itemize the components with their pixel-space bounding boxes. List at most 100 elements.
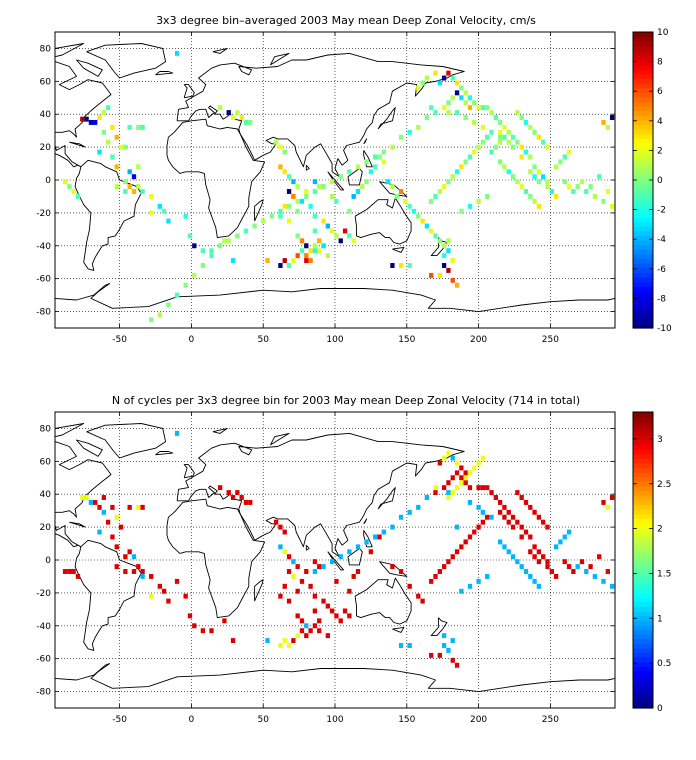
velocity-coastline [54, 283, 616, 313]
cycles-bin-cell [545, 524, 550, 530]
velocity-bin-cell [286, 203, 292, 209]
velocity-bin-cell [536, 169, 542, 175]
cycles-bin-cell [450, 638, 455, 644]
velocity-bin-cell [407, 263, 412, 268]
cycles-bin-cell [502, 514, 507, 520]
velocity-bin-cell [609, 115, 615, 120]
velocity-colorbar-segment [633, 129, 653, 135]
velocity-bin-cell [312, 189, 318, 194]
velocity-colorbar-segment [633, 115, 653, 121]
cycles-bin-cell [140, 573, 145, 579]
velocity-bin-cell [136, 184, 141, 190]
velocity-bin-cell [373, 164, 378, 170]
velocity-colorbar-segment [633, 323, 653, 329]
velocity-bin-cell [269, 213, 274, 219]
cycles-bin-cell [114, 544, 119, 550]
velocity-bin-cell [536, 203, 542, 209]
cycles-bin-cell [472, 529, 477, 535]
cycles-x-ticks: -50 0 50 100 150 200 250 [112, 412, 559, 725]
cycles-panel: N of cycles per 3x3 degree bin for 2003 … [36, 394, 671, 725]
velocity-bin-cell [437, 189, 442, 194]
velocity-bin-cell [217, 243, 223, 249]
velocity-bin-cell [467, 203, 473, 209]
velocity-bin-cell [93, 119, 98, 125]
velocity-bin-cell [67, 184, 72, 190]
velocity-bin-cell [209, 253, 214, 259]
velocity-bin-cell [467, 154, 473, 160]
velocity-bin-cell [252, 223, 257, 229]
cycles-bin-cell [536, 549, 542, 555]
cycles-y-tick-label: -80 [36, 688, 51, 698]
cycles-colorbar-segment [633, 550, 653, 556]
cycles-coastline [69, 521, 86, 528]
cycles-colorbar-segment [633, 615, 653, 621]
velocity-bin-cell [532, 129, 537, 135]
cycles-bin-cell [562, 534, 567, 540]
cycles-bin-cell [446, 450, 451, 456]
velocity-bin-cell [88, 119, 94, 125]
cycles-bin-cell [239, 495, 244, 500]
cycles-bin-cell [174, 430, 180, 436]
velocity-bin-cell [308, 203, 313, 209]
velocity-bin-cell [446, 179, 451, 185]
cycles-bin-cell [446, 647, 451, 653]
cycles-colorbar-segment [633, 513, 653, 519]
velocity-bin-cell [136, 124, 141, 130]
velocity-colorbar-label: -10 [657, 324, 672, 334]
cycles-bin-cell [480, 485, 486, 491]
cycles-bin-cell [459, 475, 464, 481]
velocity-bin-cell [472, 119, 477, 125]
velocity-bin-cell [502, 124, 507, 130]
velocity-y-ticks: -80 -60 -40 -20 0 20 40 60 80 [36, 44, 615, 318]
cycles-bin-cell [398, 514, 404, 520]
cycles-colorbar-segment [633, 486, 653, 492]
cycles-bin-cell [325, 633, 330, 639]
cycles-bin-cell [446, 559, 451, 565]
velocity-coastline [54, 43, 85, 58]
velocity-bin-cell [377, 154, 382, 160]
cycles-bin-cell [278, 544, 283, 550]
cycles-bin-cell [291, 559, 296, 565]
cycles-bin-cell [519, 534, 524, 540]
cycles-x-tick-label: 50 [257, 715, 269, 725]
cycles-colorbar-segment [633, 453, 653, 459]
cycles-bin-cell [532, 554, 537, 560]
velocity-bin-cell [592, 193, 598, 199]
cycles-bin-cell [407, 643, 412, 648]
cycles-colorbar-segment [633, 671, 653, 677]
velocity-bin-cell [424, 223, 430, 229]
cycles-bin-cell [93, 499, 98, 505]
velocity-bin-cell [506, 139, 511, 145]
cycles-bin-cell [467, 499, 473, 505]
cycles-bin-cell [131, 569, 137, 574]
velocity-bin-cell [355, 189, 361, 194]
velocity-colorbar-segment [633, 170, 653, 176]
cycles-colorbar-segment [633, 435, 653, 441]
velocity-bin-cell [97, 149, 102, 155]
velocity-bin-cell [110, 124, 115, 130]
cycles-colorbar-segment [633, 444, 653, 450]
velocity-colorbar-segment [633, 82, 653, 89]
velocity-bin-cell [149, 193, 154, 199]
velocity-colorbar-segment [633, 230, 653, 237]
velocity-colorbar-segment [633, 73, 653, 79]
velocity-x-tick-label: 150 [398, 335, 415, 345]
velocity-bin-cell [476, 198, 481, 204]
cycles-bin-cell [209, 628, 214, 634]
cycles-bin-cell [541, 519, 546, 525]
cycles-bin-cell [84, 495, 89, 500]
velocity-bin-cell [248, 119, 253, 125]
cycles-bin-cell [200, 628, 206, 634]
velocity-bin-cell [304, 189, 309, 194]
cycles-bin-cell [523, 569, 529, 574]
velocity-colorbar-segment [633, 87, 653, 93]
velocity-bin-cell [420, 80, 425, 86]
velocity-colorbar-label: -4 [657, 235, 666, 245]
cycles-bin-cell [282, 549, 287, 555]
velocity-bin-cell [433, 193, 438, 199]
cycles-bin-cell [230, 638, 236, 644]
cycles-bin-cell [506, 549, 511, 555]
velocity-bin-cell [338, 174, 343, 180]
cycles-bin-cell [282, 529, 287, 535]
velocity-colorbar-segment [633, 41, 653, 47]
